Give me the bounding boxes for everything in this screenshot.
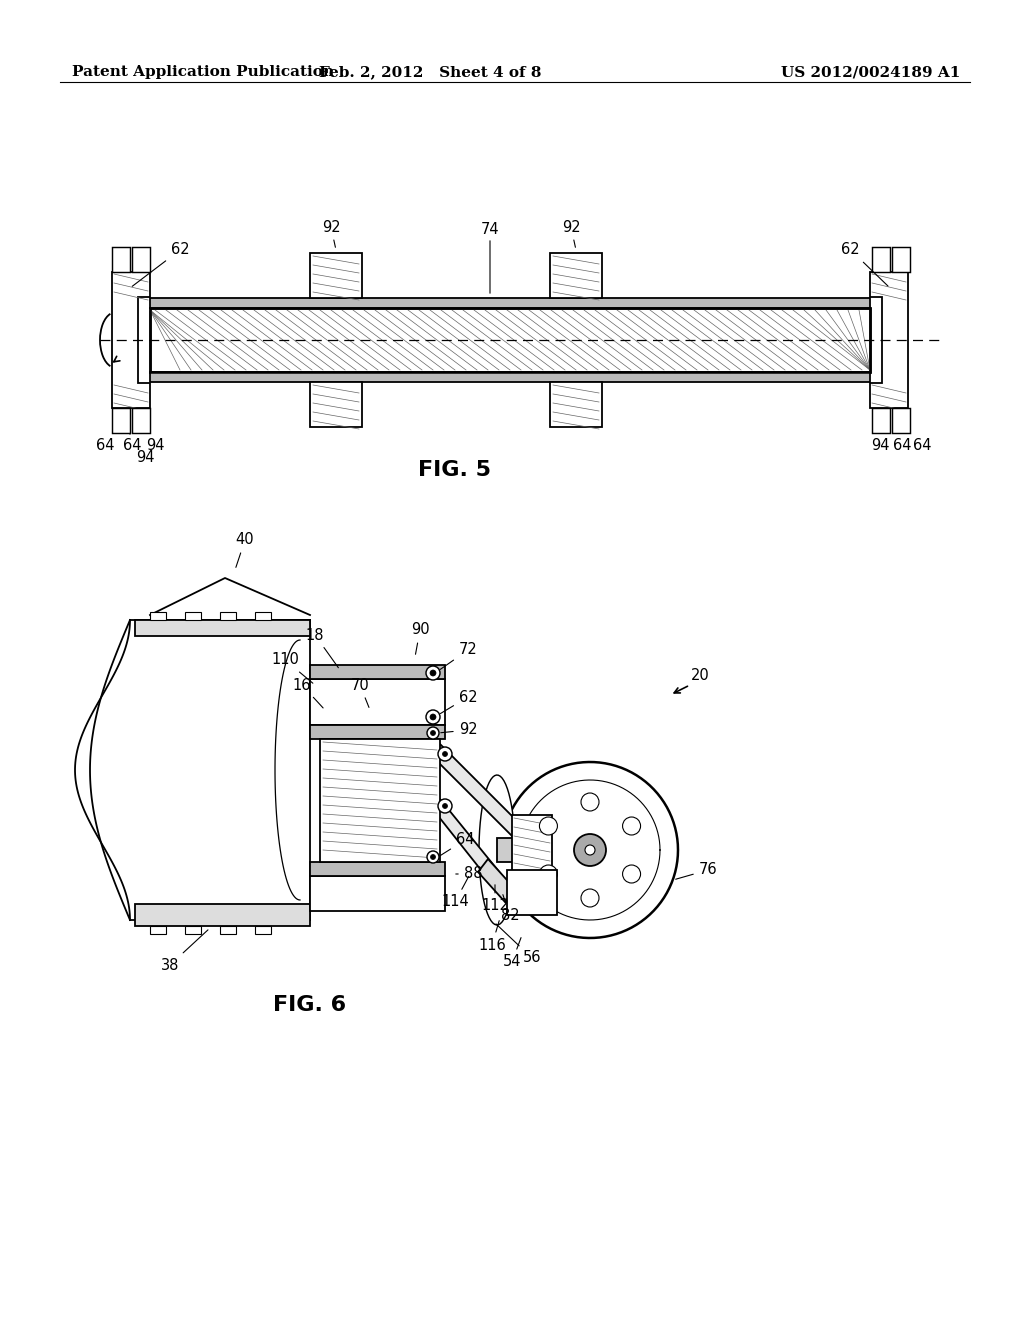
Text: 56: 56: [496, 924, 542, 965]
Bar: [185, 927, 201, 935]
Text: 70: 70: [350, 677, 370, 708]
Bar: [150, 927, 166, 935]
Bar: [550, 381, 602, 426]
Bar: [892, 408, 910, 433]
Text: 116: 116: [478, 920, 506, 953]
Bar: [135, 904, 310, 927]
Bar: [310, 876, 445, 911]
Text: 64: 64: [893, 437, 911, 453]
Bar: [185, 612, 201, 620]
Text: 72: 72: [440, 643, 477, 669]
Polygon shape: [502, 762, 678, 939]
Bar: [150, 308, 870, 372]
Bar: [310, 725, 445, 739]
Text: Feb. 2, 2012   Sheet 4 of 8: Feb. 2, 2012 Sheet 4 of 8: [318, 65, 542, 79]
Circle shape: [427, 727, 439, 739]
Circle shape: [540, 817, 557, 836]
Bar: [872, 408, 890, 433]
Circle shape: [438, 799, 452, 813]
Bar: [255, 927, 271, 935]
Text: 110: 110: [271, 652, 313, 684]
Bar: [310, 862, 445, 876]
Bar: [255, 612, 271, 620]
Polygon shape: [435, 744, 520, 840]
Text: 62: 62: [132, 243, 189, 286]
Bar: [132, 408, 150, 433]
Bar: [310, 253, 362, 298]
Text: 94: 94: [145, 437, 164, 453]
Text: 18: 18: [306, 627, 338, 668]
Text: 90: 90: [411, 623, 429, 655]
Circle shape: [540, 865, 557, 883]
Bar: [132, 247, 150, 272]
Bar: [512, 814, 552, 884]
Polygon shape: [870, 272, 908, 408]
Circle shape: [442, 804, 447, 808]
Bar: [872, 247, 890, 272]
Circle shape: [585, 845, 595, 855]
Text: 62: 62: [842, 243, 888, 286]
Circle shape: [442, 751, 447, 756]
Text: 64: 64: [440, 833, 474, 855]
Bar: [112, 408, 130, 433]
Circle shape: [438, 747, 452, 762]
Circle shape: [623, 817, 641, 836]
Polygon shape: [478, 859, 515, 902]
Text: 40: 40: [236, 532, 254, 568]
Polygon shape: [479, 775, 515, 925]
Text: US 2012/0024189 A1: US 2012/0024189 A1: [780, 65, 961, 79]
Circle shape: [430, 730, 435, 735]
Text: 64: 64: [123, 437, 141, 453]
Bar: [310, 381, 362, 426]
Bar: [150, 308, 870, 372]
Text: 38: 38: [161, 929, 208, 973]
Bar: [150, 372, 870, 381]
Text: FIG. 5: FIG. 5: [419, 459, 492, 480]
Text: 62: 62: [440, 689, 477, 714]
Bar: [220, 927, 236, 935]
Bar: [550, 253, 602, 298]
Text: 82: 82: [501, 895, 519, 924]
Text: 64: 64: [96, 437, 115, 453]
Text: 20: 20: [690, 668, 710, 682]
Text: 88: 88: [456, 866, 482, 882]
Bar: [892, 247, 910, 272]
Bar: [310, 678, 445, 725]
Circle shape: [430, 671, 436, 676]
Circle shape: [430, 854, 435, 859]
Bar: [112, 247, 130, 272]
Text: 112: 112: [481, 884, 509, 913]
Text: 74: 74: [480, 223, 500, 238]
Circle shape: [430, 714, 436, 719]
Bar: [310, 665, 445, 678]
Text: 92: 92: [440, 722, 477, 738]
Circle shape: [426, 710, 440, 723]
Circle shape: [427, 851, 439, 863]
Polygon shape: [112, 272, 150, 408]
Circle shape: [581, 793, 599, 810]
Text: 92: 92: [562, 219, 581, 247]
Bar: [497, 838, 547, 862]
Text: FIG. 6: FIG. 6: [273, 995, 346, 1015]
Text: 92: 92: [322, 219, 340, 247]
Text: 94: 94: [870, 437, 889, 453]
Circle shape: [426, 667, 440, 680]
Circle shape: [623, 865, 641, 883]
Bar: [507, 870, 557, 915]
Bar: [220, 612, 236, 620]
Bar: [135, 620, 310, 636]
Text: Patent Application Publication: Patent Application Publication: [72, 65, 334, 79]
Text: 76: 76: [676, 862, 718, 879]
Text: 64: 64: [912, 437, 931, 453]
Bar: [319, 739, 440, 862]
Text: 16: 16: [293, 677, 324, 708]
Bar: [150, 612, 166, 620]
Text: 114: 114: [441, 876, 469, 909]
Text: 54: 54: [503, 937, 521, 969]
Circle shape: [574, 834, 606, 866]
Polygon shape: [435, 799, 505, 894]
Circle shape: [581, 888, 599, 907]
Bar: [150, 298, 870, 308]
Text: 94: 94: [136, 450, 155, 466]
